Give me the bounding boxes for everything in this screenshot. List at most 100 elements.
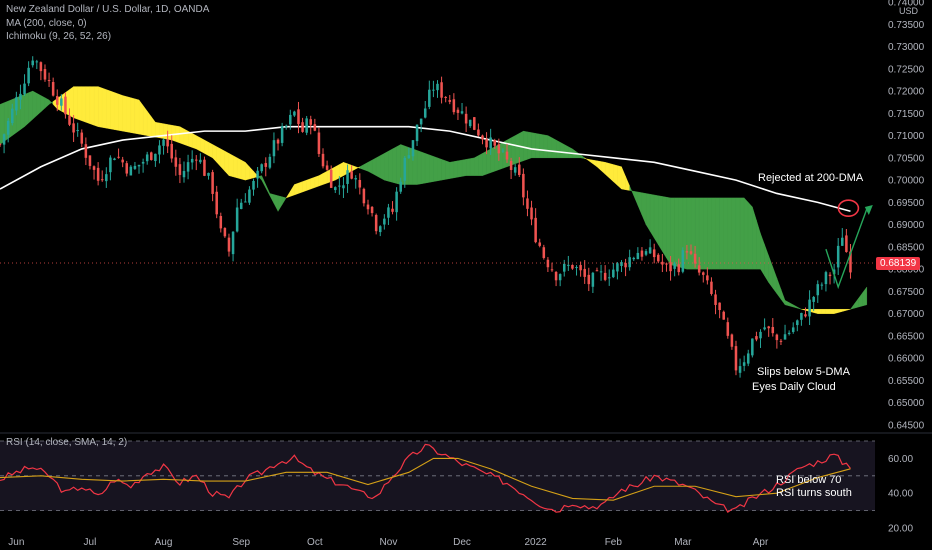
price-tick-label: 0.68500 — [888, 242, 925, 253]
cloud-segment — [592, 159, 598, 168]
candle-body — [534, 217, 537, 243]
time-tick-label: Sep — [232, 537, 250, 548]
candle-body — [289, 114, 292, 125]
ichimoku-legend[interactable]: Ichimoku (9, 26, 52, 26) — [6, 31, 112, 42]
time-tick-label: Oct — [307, 537, 323, 548]
projection-arrowhead — [864, 205, 873, 216]
candle-body — [27, 67, 30, 84]
cloud-segment — [600, 161, 606, 175]
candle-body — [763, 327, 766, 330]
cloud-segment — [514, 133, 520, 165]
cloud-segment — [801, 309, 806, 311]
candle-body — [378, 226, 382, 233]
candle-body — [726, 322, 730, 336]
cloud-segment — [200, 137, 205, 154]
rsi-legend[interactable]: RSI (14, close, SMA, 14, 2) — [6, 437, 128, 448]
symbol-title[interactable]: New Zealand Dollar / U.S. Dollar, 1D, OA… — [6, 4, 210, 15]
candle-body — [19, 93, 22, 100]
candle-body — [117, 156, 120, 158]
price-tick-label: 0.72000 — [888, 87, 925, 98]
cloud-segment — [171, 124, 177, 142]
candle-body — [816, 284, 820, 296]
candle-body — [473, 117, 476, 130]
candle-body — [141, 161, 145, 164]
annotation-rsi-below: RSI below 70 — [776, 474, 842, 486]
candle-body — [579, 265, 582, 271]
cloud-segment — [24, 92, 29, 128]
candle-body — [276, 139, 280, 144]
cloud-segment — [641, 192, 647, 225]
rsi-tick-label: 60.00 — [888, 454, 913, 465]
candle-body — [771, 327, 775, 334]
candle-body — [841, 237, 844, 246]
candle-body — [538, 242, 541, 246]
cloud-segment — [449, 161, 455, 179]
candle-body — [509, 160, 513, 170]
ma-legend[interactable]: MA (200, close, 0) — [6, 18, 87, 29]
cloud-segment — [731, 197, 737, 270]
candle-body — [219, 216, 223, 229]
candle-body — [10, 108, 14, 124]
cloud-segment — [735, 197, 741, 270]
candle-body — [836, 245, 840, 268]
candle-body — [64, 96, 67, 115]
cloud-segment — [482, 150, 487, 176]
cloud-segment — [89, 86, 95, 126]
cloud-segment — [539, 133, 545, 159]
time-tick-label: Jun — [8, 537, 24, 548]
price-tick-label: 0.74000 — [888, 0, 925, 9]
candle-body — [710, 281, 713, 294]
time-tick-label: 2022 — [525, 537, 548, 548]
candle-body — [235, 207, 239, 232]
cloud-segment — [151, 116, 156, 138]
candle-body — [599, 271, 603, 273]
candle-body — [554, 271, 558, 281]
cloud-segment — [829, 309, 835, 314]
candle-body — [791, 327, 795, 332]
price-tick-label: 0.71000 — [888, 131, 925, 142]
cloud-segment — [241, 159, 246, 181]
candle-body — [624, 263, 627, 268]
cloud-segment — [645, 193, 651, 233]
candle-body — [591, 272, 595, 287]
candle-body — [628, 257, 631, 268]
candle-body — [72, 123, 75, 133]
candle-body — [15, 97, 18, 111]
cloud-segment — [380, 153, 385, 181]
candle-body — [759, 331, 762, 339]
candle-body — [800, 312, 803, 320]
candle-body — [685, 251, 689, 253]
cloud-segment — [715, 197, 720, 270]
cloud-segment — [527, 131, 532, 160]
cloud-segment — [261, 175, 266, 188]
cloud-segment — [633, 190, 639, 206]
cloud-segment — [367, 159, 373, 174]
cloud-segment — [555, 139, 561, 159]
cloud-segment — [81, 86, 87, 123]
candle-body — [342, 185, 345, 189]
cloud-segment — [666, 196, 671, 266]
candle-body — [481, 135, 484, 140]
cloud-segment — [486, 148, 491, 175]
candle-body — [787, 332, 791, 335]
cloud-segment — [183, 128, 189, 147]
candle-body — [636, 252, 640, 260]
cloud-segment — [310, 176, 316, 190]
ma200-line — [0, 125, 851, 213]
candle-body — [485, 139, 488, 148]
currency-label: USD — [899, 6, 919, 16]
cloud-segment — [73, 86, 78, 120]
price-tick-label: 0.67500 — [888, 287, 925, 298]
cloud-segment — [273, 194, 279, 212]
candle-body — [92, 166, 96, 170]
candle-body — [154, 153, 157, 162]
candle-body — [518, 164, 521, 175]
candle-body — [423, 108, 427, 118]
candle-body — [808, 299, 811, 317]
cloud-segment — [163, 123, 168, 140]
candle-body — [366, 204, 370, 210]
candle-body — [648, 247, 652, 254]
cloud-segment — [265, 184, 271, 196]
cloud-segment — [44, 97, 50, 109]
cloud-segment — [294, 182, 299, 196]
